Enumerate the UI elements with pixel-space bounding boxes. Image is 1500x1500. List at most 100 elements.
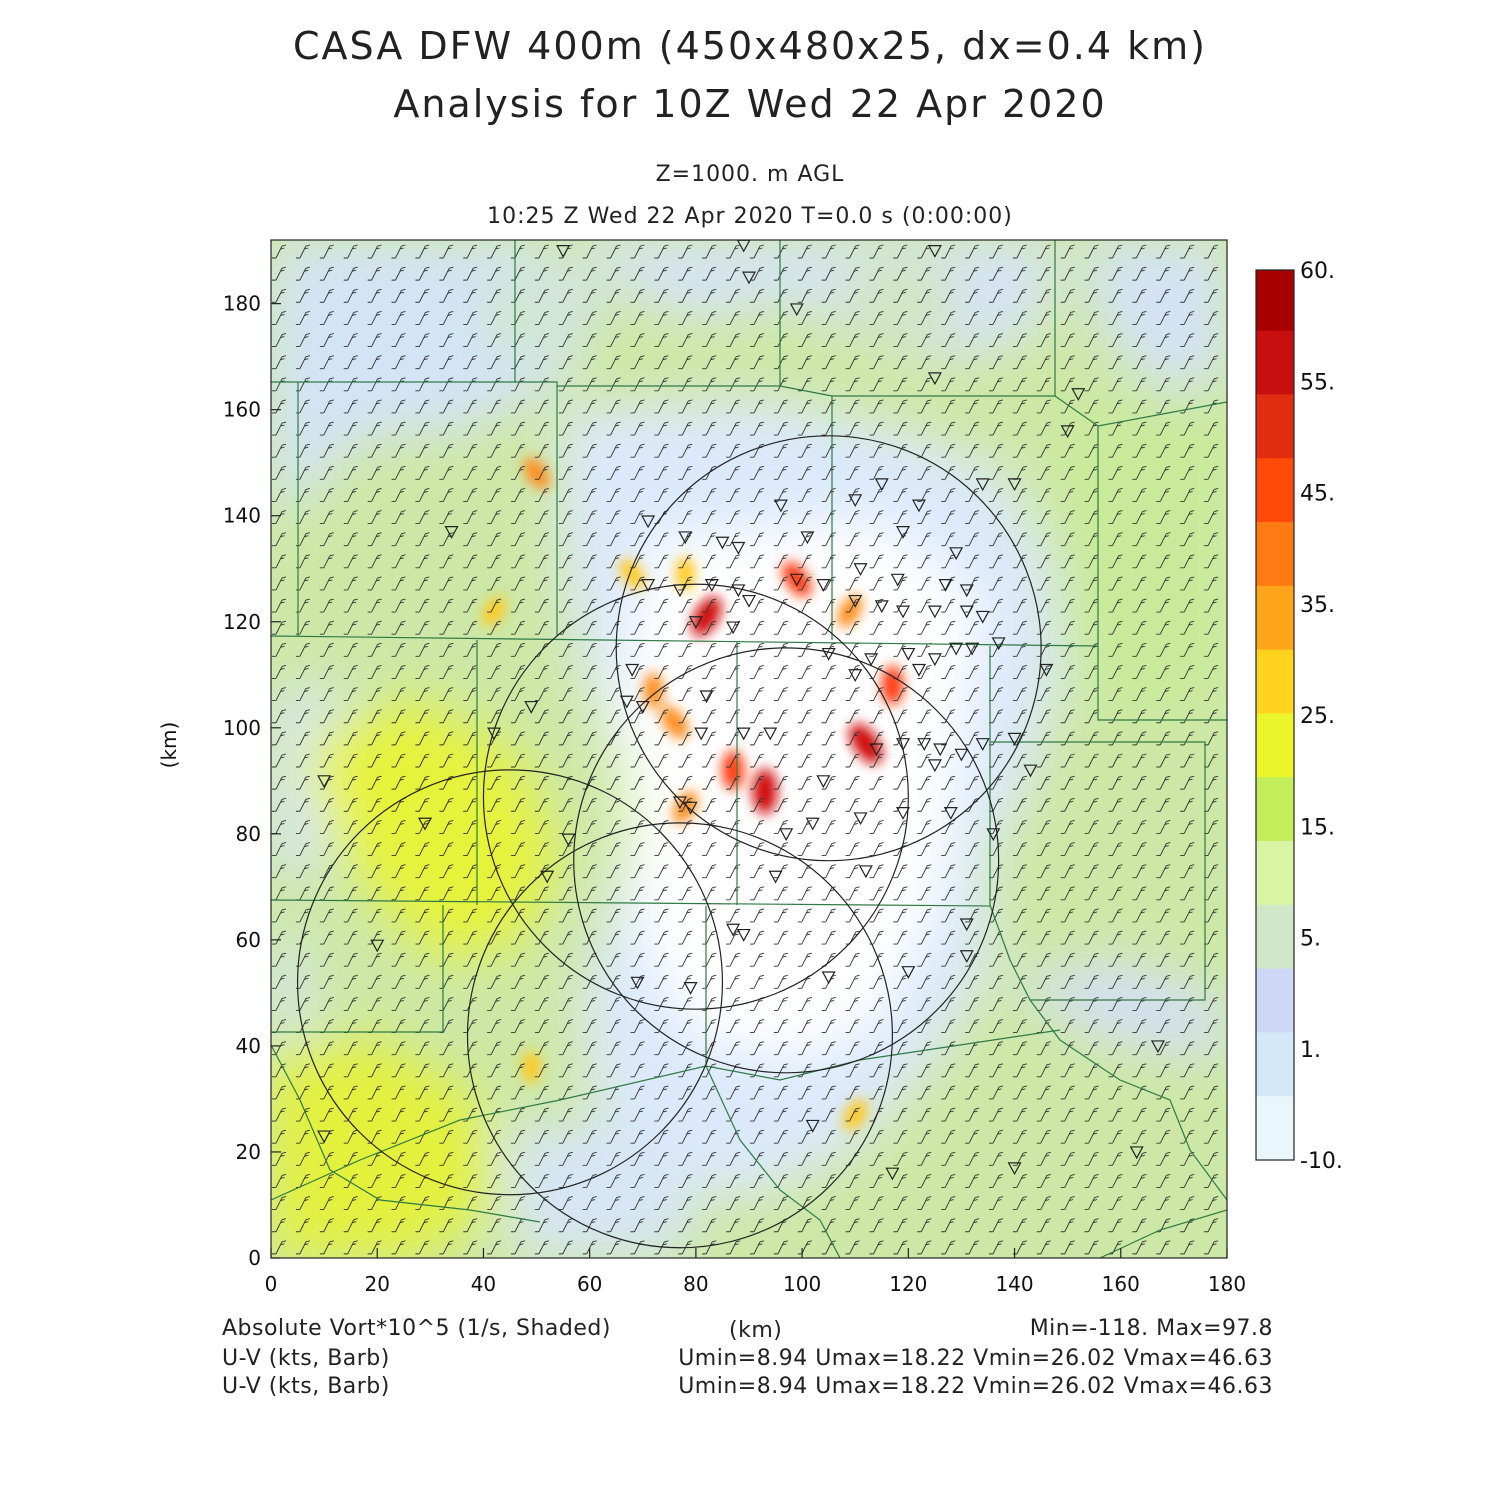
wind-barb — [1156, 487, 1171, 502]
wind-barb — [965, 1196, 980, 1211]
wind-barb — [272, 1129, 287, 1144]
colorbar-label: 45. — [1300, 482, 1335, 507]
wind-barb — [295, 399, 311, 414]
wind-barb — [702, 1129, 717, 1144]
wind-barb — [678, 620, 693, 635]
wind-barb — [367, 1041, 382, 1056]
colorbar: 60.55.45.35.25.15.5.1.-10. — [1255, 259, 1343, 1174]
wind-barb — [1132, 665, 1147, 679]
wind-barb — [893, 443, 908, 458]
wind-barb — [582, 244, 597, 259]
wind-barb — [893, 797, 908, 812]
wind-barb — [845, 1019, 860, 1034]
wind-barb — [750, 399, 765, 414]
wind-barb — [893, 554, 908, 569]
wind-barb — [773, 1107, 789, 1122]
wind-barb — [439, 1019, 454, 1034]
wind-barb — [463, 554, 478, 569]
wind-barb — [1012, 288, 1028, 303]
wind-barb — [1036, 687, 1051, 702]
wind-barb — [965, 377, 980, 392]
wind-barb — [319, 886, 334, 901]
wind-barb — [1012, 554, 1028, 569]
wind-barb — [487, 1151, 502, 1166]
colorbar-swatch — [1256, 1096, 1294, 1161]
wind-barb — [1036, 930, 1051, 945]
wind-barb — [1156, 421, 1171, 436]
wind-barb — [1108, 288, 1123, 303]
wind-barb — [487, 1107, 502, 1122]
wind-barb — [1108, 775, 1123, 790]
wind-barb — [439, 1063, 454, 1078]
wind-barb — [1108, 974, 1123, 989]
wind-barb — [415, 465, 430, 480]
wind-barb — [965, 1129, 980, 1144]
wind-barb — [678, 266, 693, 281]
wind-barb — [511, 443, 526, 458]
wind-barb — [606, 753, 621, 768]
wind-barb — [869, 930, 884, 945]
wind-barb — [845, 598, 860, 613]
wind-barb — [1180, 908, 1195, 923]
wind-barb — [750, 554, 765, 569]
wind-barb — [487, 355, 502, 370]
wind-barb — [917, 377, 932, 392]
wind-barb — [343, 864, 358, 879]
wind-barb — [463, 1174, 478, 1188]
wind-barb — [295, 421, 311, 436]
wind-barb — [1108, 709, 1123, 724]
wind-barb — [415, 753, 430, 768]
wind-barb — [773, 554, 789, 569]
wind-barb — [773, 333, 789, 347]
wind-barb — [391, 465, 406, 480]
station-marker — [768, 870, 783, 884]
wind-barb — [750, 1041, 765, 1056]
wind-barb — [726, 687, 741, 702]
wind-barb — [319, 1218, 334, 1233]
wind-barb — [1012, 864, 1028, 879]
wind-barb — [1108, 996, 1123, 1011]
wind-barb — [750, 510, 765, 525]
wind-barb — [678, 310, 693, 325]
wind-barb — [1204, 952, 1219, 967]
wind-barb — [630, 333, 645, 347]
wind-barb — [750, 355, 765, 370]
wind-barb — [1180, 1041, 1195, 1056]
wind-barb — [1012, 952, 1028, 967]
wind-barb — [272, 510, 287, 525]
wind-barb — [415, 974, 430, 989]
wind-barb — [1036, 1196, 1051, 1211]
wind-barb — [678, 1196, 693, 1211]
wind-barb — [1060, 443, 1075, 458]
wind-barb — [773, 288, 789, 303]
wind-barb — [1108, 864, 1123, 879]
wind-barb — [1060, 1085, 1075, 1100]
wind-barb — [654, 797, 669, 812]
wind-barb — [1084, 244, 1099, 259]
wind-barb — [319, 1240, 334, 1255]
wind-barb — [750, 598, 765, 613]
wind-barb — [797, 1174, 812, 1188]
station-marker — [699, 690, 714, 704]
wind-barb — [1036, 244, 1051, 259]
wind-barb — [295, 1240, 311, 1255]
wind-barb — [965, 576, 980, 591]
wind-barb — [1108, 908, 1123, 923]
wind-barb — [750, 731, 765, 746]
wind-barb — [1084, 355, 1099, 370]
wind-barb — [726, 421, 741, 436]
wind-barb — [965, 333, 980, 347]
station-marker — [933, 743, 948, 757]
wind-barb — [630, 554, 645, 569]
wind-barb — [678, 1151, 693, 1166]
wind-barb — [534, 576, 550, 591]
wind-barb — [869, 266, 884, 281]
wind-barb — [1108, 1107, 1123, 1122]
wind-barb — [1060, 819, 1075, 834]
wind-barb — [1180, 1063, 1195, 1078]
station-marker — [821, 971, 836, 985]
wind-barb — [558, 510, 573, 525]
wind-barb — [893, 1240, 908, 1255]
wind-barb — [558, 952, 573, 967]
